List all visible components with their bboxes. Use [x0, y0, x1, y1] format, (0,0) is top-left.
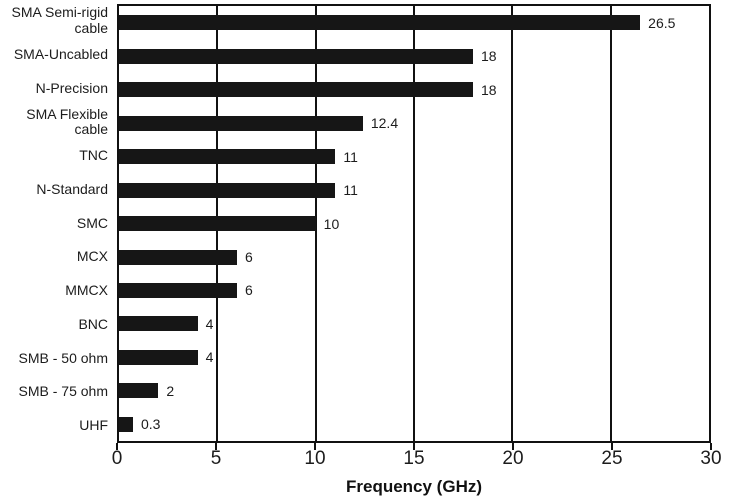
- category-label: BNC: [78, 315, 108, 332]
- bar-row: 26.5: [119, 6, 709, 39]
- bar: [119, 48, 473, 64]
- gridline: [314, 6, 317, 441]
- bar-value-label: 2: [166, 382, 175, 399]
- category-label: MCX: [76, 248, 108, 265]
- gridline: [609, 6, 612, 441]
- x-tick-mark: [116, 443, 118, 450]
- bar-row: 11: [119, 173, 709, 206]
- bar: [119, 15, 641, 31]
- bar: [119, 416, 133, 432]
- bar: [119, 216, 316, 232]
- y-axis-category-labels: SMA Semi-rigid cable SMA-Uncabled N-Precis…: [0, 4, 113, 443]
- x-tick-mark: [611, 443, 613, 450]
- x-tick-label: 30: [700, 448, 722, 469]
- bar-value-label: 12.4: [370, 115, 399, 132]
- bars-layer: 26.5 18 18 12.4 11 11 10 6 6 4 4 2 0.3: [119, 6, 709, 441]
- bar-value-label: 6: [245, 282, 253, 299]
- bar-row: 18: [119, 39, 709, 72]
- category-label: TNC: [79, 147, 108, 164]
- bar-row: 10: [119, 207, 709, 240]
- bar: [119, 82, 473, 98]
- bar-row: 6: [119, 240, 709, 273]
- category-label: SMA Flexible cable: [26, 105, 108, 138]
- x-axis: 0 5 10 15 20 25 30: [112, 443, 722, 477]
- x-tick-label: 25: [601, 448, 623, 469]
- x-tick-label: 20: [502, 448, 524, 469]
- bar: [119, 182, 336, 198]
- x-tick-label: 0: [111, 448, 123, 469]
- bar: [119, 383, 159, 399]
- bar-value-label: 26.5: [648, 14, 676, 31]
- category-label: N-Standard: [36, 180, 108, 197]
- bar-value-label: 0.3: [141, 416, 161, 433]
- x-axis-title: Frequency (GHz): [345, 477, 483, 496]
- bar-row: 2: [119, 374, 709, 407]
- bar: [119, 149, 336, 165]
- bar-row: 6: [119, 274, 709, 307]
- gridline: [511, 6, 514, 441]
- bar: [119, 282, 237, 298]
- x-tick-mark: [215, 443, 217, 450]
- category-label: SMA-Uncabled: [13, 45, 108, 62]
- bar: [119, 249, 237, 265]
- bar-row: 4: [119, 341, 709, 374]
- category-label: SMA Semi-rigid cable: [11, 4, 108, 36]
- category-label: N-Precision: [35, 79, 108, 96]
- x-tick-label: 5: [210, 448, 222, 469]
- x-tick-label: 10: [304, 448, 326, 469]
- category-label: UHF: [79, 417, 108, 434]
- bar-value-label: 11: [343, 148, 358, 165]
- category-label: MMCX: [65, 282, 108, 299]
- bar: [119, 115, 363, 131]
- bar-row: 18: [119, 73, 709, 106]
- bar-value-label: 4: [205, 349, 214, 366]
- plot-area: 26.5 18 18 12.4 11 11 10 6 6 4 4 2 0.3: [117, 4, 711, 443]
- bar-row: 12.4: [119, 106, 709, 139]
- bar: [119, 316, 198, 332]
- x-tick-mark: [314, 443, 316, 450]
- x-tick-mark: [512, 443, 514, 450]
- bar-row: 0.3: [119, 408, 709, 441]
- bar-value-label: 10: [323, 215, 340, 232]
- bar-value-label: 18: [481, 81, 497, 98]
- bar: [119, 349, 198, 365]
- x-tick-label: 15: [403, 448, 425, 469]
- gridline: [413, 6, 415, 441]
- bar-value-label: 18: [481, 48, 497, 65]
- x-tick-mark: [710, 443, 712, 450]
- category-label: SMB - 50 ohm: [18, 349, 108, 366]
- bar-value-label: 4: [205, 315, 214, 332]
- bar-row: 4: [119, 307, 709, 340]
- bar-row: 11: [119, 140, 709, 173]
- x-tick-mark: [413, 443, 415, 450]
- category-label: SMB - 75 ohm: [18, 383, 108, 400]
- bar-value-label: 11: [343, 182, 358, 199]
- category-label: SMC: [76, 214, 108, 231]
- bar-value-label: 6: [245, 249, 253, 266]
